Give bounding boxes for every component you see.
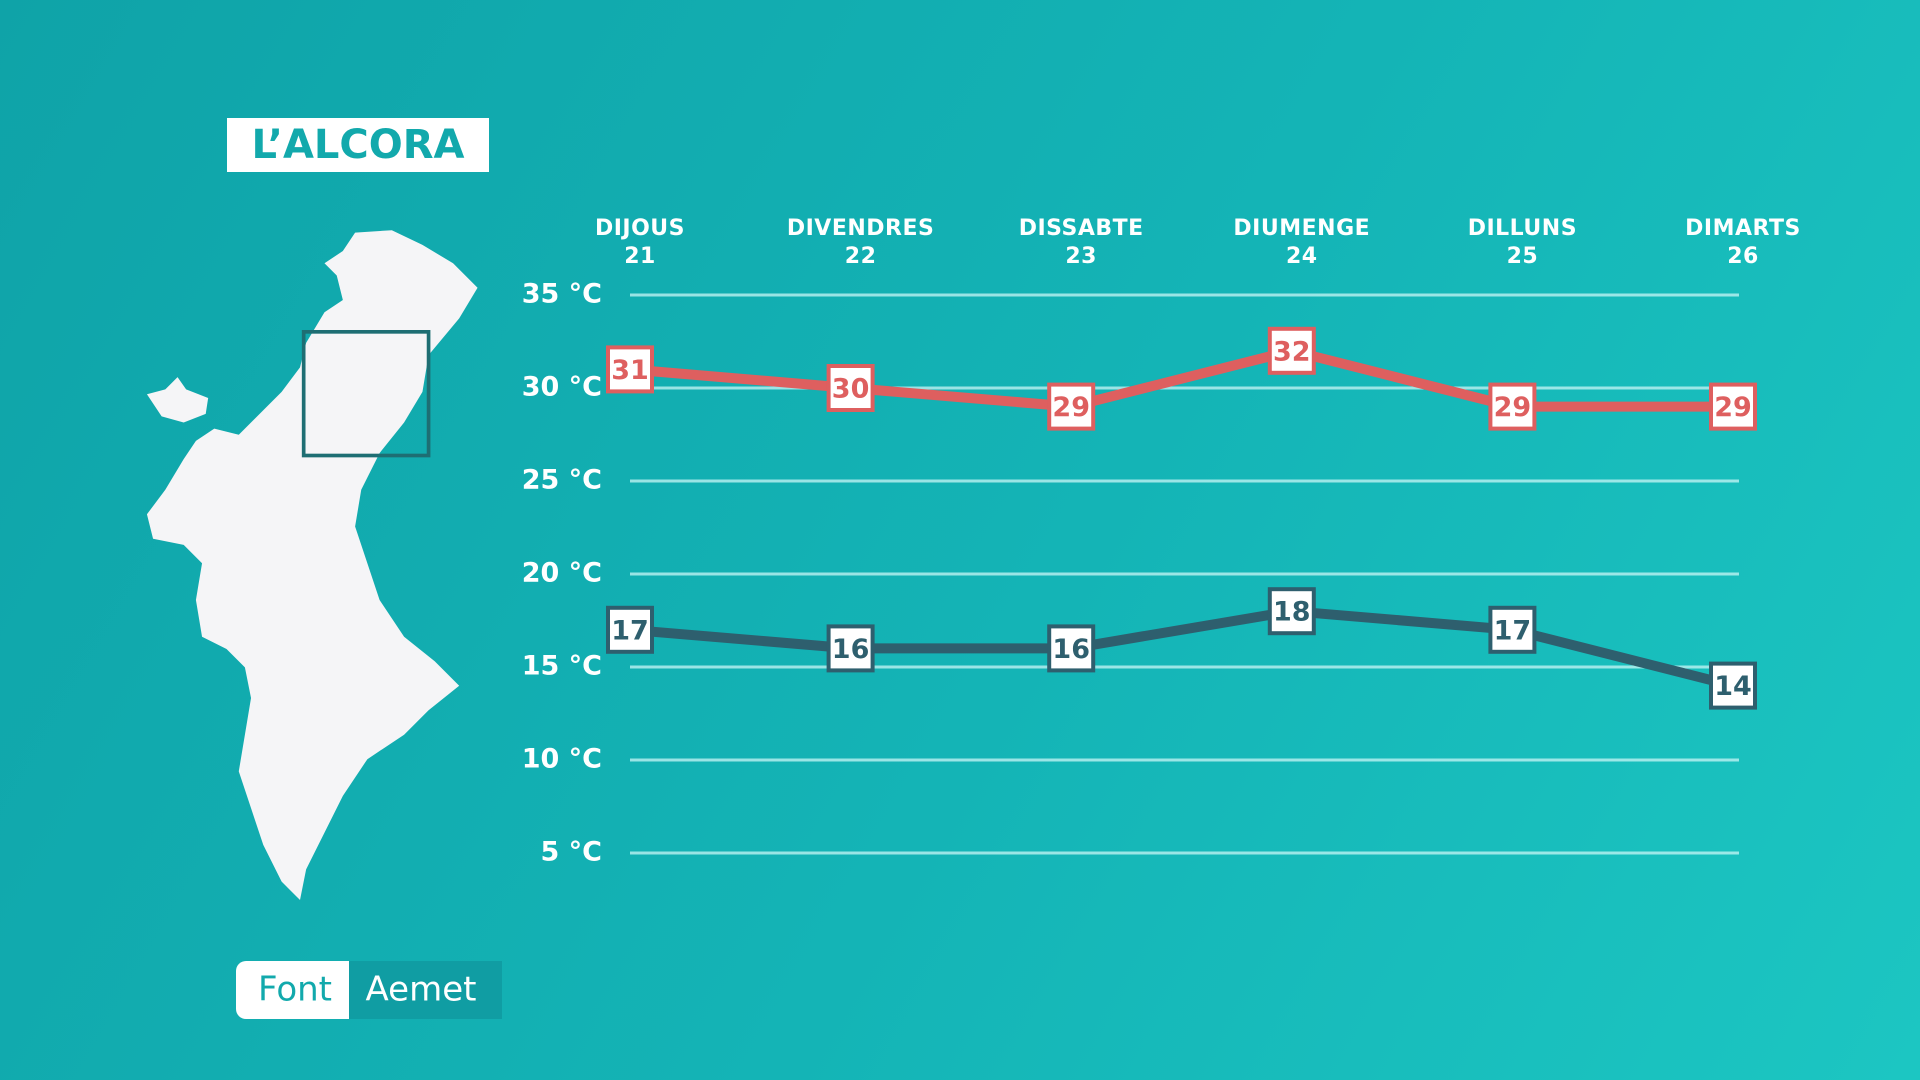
data-label: 18 [1273,597,1311,628]
chart-title: L’ALCORA [251,122,464,168]
point-marker [606,605,654,654]
x-tick-label: DISSABTE 23 [1018,216,1144,269]
y-tick-label: 15 °C [522,651,602,682]
data-label: 29 [1494,392,1532,423]
point-marker [826,364,875,412]
point-marker [1047,624,1096,673]
y-tick-label: 30 °C [522,372,602,403]
x-tick-label: DIVENDRES 22 [786,216,935,269]
point-marker [1709,382,1757,431]
x-tick-label: DIUMENGE 24 [1233,216,1371,269]
x-tick-label: DIMARTS 26 [1685,216,1801,269]
data-label: 17 [611,615,649,646]
series-line [629,606,1735,691]
source-name: Aemet [366,970,477,1010]
y-tick-label: 5 °C [540,837,602,868]
data-label: 14 [1714,671,1752,702]
data-label: 30 [832,374,870,405]
y-tick-label: 35 °C [522,279,602,310]
y-tick-label: 10 °C [522,744,602,775]
map [146,230,478,901]
data-label: 17 [1494,615,1532,646]
data-label: 31 [611,355,649,386]
data-label: 16 [832,634,870,665]
series-line [629,345,1733,412]
y-tick-label: 25 °C [522,465,602,496]
point-marker [1488,605,1537,654]
title-box [227,118,489,172]
point-marker [1267,326,1316,375]
data-label: 32 [1273,336,1311,367]
x-tick-label: DILLUNS 25 [1467,216,1578,269]
point-marker [1047,382,1096,431]
point-marker [1709,661,1757,710]
data-label: 29 [1052,392,1090,423]
data-label: 29 [1714,392,1752,423]
point-marker [1488,382,1537,431]
data-label: 16 [1052,634,1090,665]
source-label: Font [258,970,332,1010]
source-name-box [349,961,502,1019]
x-tick-label: DIJOUS 21 [594,216,686,269]
source-label-box [236,961,361,1019]
point-marker [826,624,875,673]
point-marker [606,345,654,394]
point-marker [1267,587,1316,636]
y-tick-label: 20 °C [522,558,602,589]
